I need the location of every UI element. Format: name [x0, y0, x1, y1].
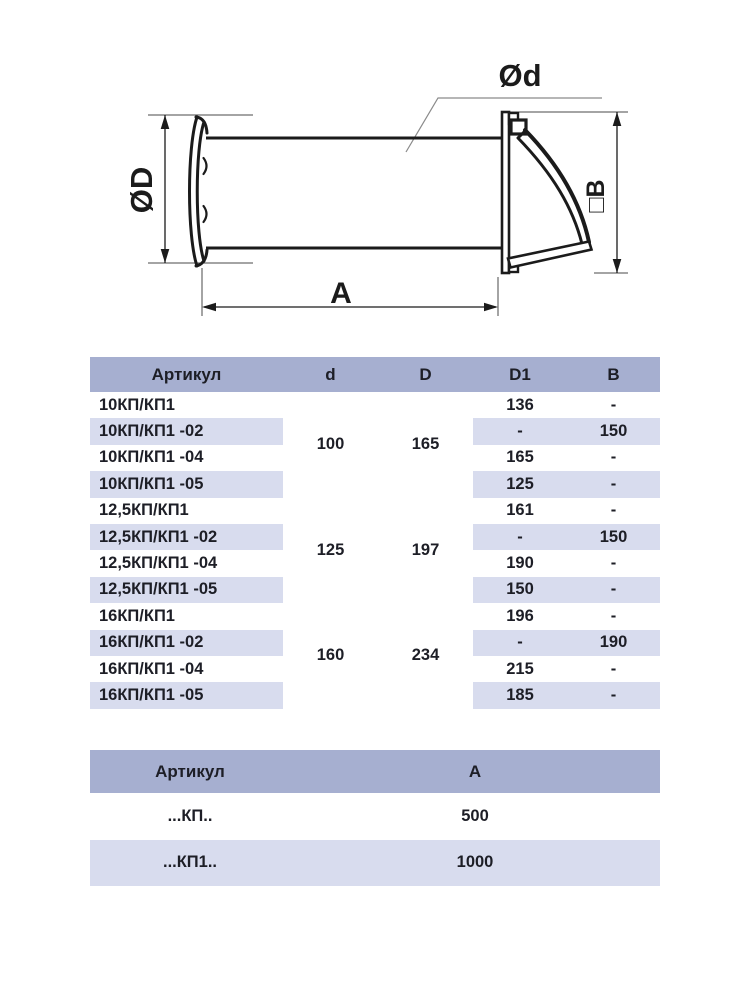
table-row: 10КП/КП1 -04 165 - — [90, 444, 660, 472]
article-cell: 10КП/КП1 -04 — [90, 444, 283, 472]
table-row: 10КП/КП1 100 165 136 - — [90, 392, 660, 498]
flap-inner-curve — [516, 136, 584, 246]
article-cell: 10КП/КП1 -05 — [90, 471, 283, 498]
D1-value-cell: 136 — [473, 392, 567, 419]
duct-diagram: Ød ØD □B A — [124, 58, 628, 316]
table-row: 16КП/КП1 160 234 196 - — [90, 603, 660, 709]
D1-value-cell: 196 — [473, 603, 567, 630]
B-value-cell: - — [567, 603, 660, 630]
extension-lines — [148, 111, 628, 316]
article-cell: 12,5КП/КП1 -04 — [90, 550, 283, 577]
D1-value-cell: - — [473, 523, 567, 551]
D1-value-cell: 165 — [473, 444, 567, 472]
B-value-cell: - — [567, 444, 660, 472]
flap-outer-curve — [523, 128, 591, 244]
table-header-row: Артикул d D D1 B — [90, 357, 660, 392]
D1-value-cell: 215 — [473, 655, 567, 683]
B-value-cell: - — [567, 655, 660, 683]
flap-ledge — [506, 239, 594, 270]
col-header-article: Артикул — [90, 750, 290, 793]
table-row: 16КП/КП1 -05 185 - — [90, 682, 660, 709]
article-cell: 16КП/КП1 -05 — [90, 682, 283, 709]
col-header-B: B — [567, 357, 660, 392]
D1-value-cell: 161 — [473, 497, 567, 524]
A-value-cell: 1000 — [290, 839, 660, 886]
d-value-cell: 125 — [283, 497, 378, 604]
d-value-cell: 160 — [283, 603, 378, 709]
A-value-cell: 500 — [290, 793, 660, 840]
D1-value-cell: 150 — [473, 576, 567, 604]
B-value-cell: 190 — [567, 629, 660, 656]
article-cell: ...КП1.. — [90, 839, 290, 886]
valve-assembly — [500, 110, 594, 275]
dimension-arrowheads — [160, 112, 622, 312]
D1-value-cell: - — [473, 629, 567, 656]
B-value-cell: 150 — [567, 523, 660, 551]
arrow-down-icon — [160, 249, 170, 263]
article-cell: 16КП/КП1 -04 — [90, 655, 283, 683]
B-value-cell: - — [567, 682, 660, 709]
arrow-down-icon — [612, 259, 622, 273]
col-header-A: A — [290, 750, 660, 793]
technical-drawing: Ød ØD □B A — [0, 0, 750, 350]
flange-outline — [188, 115, 209, 268]
flap-hinge — [509, 118, 528, 136]
col-header-article: Артикул — [90, 357, 283, 392]
table-row: 12,5КП/КП1 -04 190 - — [90, 550, 660, 577]
article-cell: 16КП/КП1 -02 — [90, 629, 283, 656]
B-value-cell: - — [567, 392, 660, 419]
dim-label-d: Ød — [498, 58, 541, 93]
table-row: 12,5КП/КП1 -05 150 - — [90, 576, 660, 604]
article-cell: 12,5КП/КП1 -02 — [90, 523, 283, 551]
col-header-D1: D1 — [473, 357, 567, 392]
D1-value-cell: 185 — [473, 682, 567, 709]
d-value-cell: 100 — [283, 392, 378, 498]
table-row: 10КП/КП1 -02 - 150 — [90, 418, 660, 445]
dim-label-B: □B — [582, 179, 610, 212]
length-table: Артикул A ...КП.. 500 ...КП1.. 1000 — [90, 750, 660, 886]
B-value-cell: - — [567, 550, 660, 577]
arrow-right-icon — [484, 302, 498, 312]
dimension-lines — [164, 112, 618, 308]
D-value-cell: 165 — [378, 392, 473, 498]
article-cell: ...КП.. — [90, 793, 290, 840]
arrow-up-icon — [612, 112, 622, 126]
dimensions-table: Артикул d D D1 B 10КП/КП1 100 165 136 - … — [90, 357, 660, 709]
dim-label-D: ØD — [124, 167, 159, 214]
article-cell: 12,5КП/КП1 -05 — [90, 576, 283, 604]
D1-value-cell: 125 — [473, 471, 567, 498]
table-row: ...КП1.. 1000 — [90, 839, 660, 886]
D-value-cell: 197 — [378, 497, 473, 604]
col-header-D: D — [378, 357, 473, 392]
table-row: 16КП/КП1 -02 - 190 — [90, 629, 660, 656]
article-cell: 10КП/КП1 — [90, 392, 283, 419]
col-header-d: d — [283, 357, 378, 392]
arrow-left-icon — [202, 302, 216, 312]
table-header-row: Артикул A — [90, 750, 660, 793]
B-value-cell: 150 — [567, 418, 660, 445]
B-value-cell: - — [567, 576, 660, 604]
B-value-cell: - — [567, 471, 660, 498]
arrow-up-icon — [160, 115, 170, 129]
D1-value-cell: 190 — [473, 550, 567, 577]
article-cell: 10КП/КП1 -02 — [90, 418, 283, 445]
dim-label-A: A — [330, 277, 352, 310]
D1-value-cell: - — [473, 418, 567, 445]
article-cell: 12,5КП/КП1 — [90, 497, 283, 524]
table-row: 12,5КП/КП1 -02 - 150 — [90, 523, 660, 551]
dimension-d-leader-line — [405, 97, 602, 153]
flap-top-edge — [516, 128, 528, 140]
article-cell: 16КП/КП1 — [90, 603, 283, 630]
table-row: ...КП.. 500 — [90, 793, 660, 840]
table-row: 16КП/КП1 -04 215 - — [90, 655, 660, 683]
table-row: 10КП/КП1 -05 125 - — [90, 471, 660, 498]
B-value-cell: - — [567, 497, 660, 524]
table-row: 12,5КП/КП1 125 197 161 - — [90, 497, 660, 604]
valve-plate — [500, 110, 511, 275]
tube-outline — [206, 136, 502, 250]
D-value-cell: 234 — [378, 603, 473, 709]
